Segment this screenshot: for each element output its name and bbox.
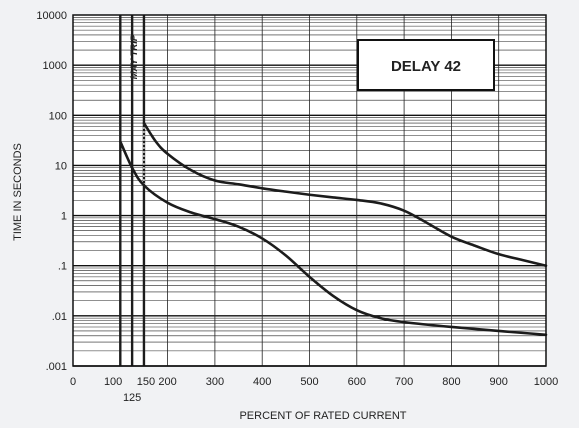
title-box-frame <box>357 39 495 91</box>
y-tick-label: 1000 <box>43 60 67 72</box>
y-tick-label: .01 <box>52 311 67 323</box>
y-axis-label: TIME IN SECONDS <box>12 143 24 241</box>
curve-maximum <box>142 121 548 268</box>
x-tick-label: 800 <box>442 376 460 388</box>
may-trip-label: MAY TRIP <box>129 34 140 79</box>
x-tick-label: 300 <box>206 376 224 388</box>
x-tick-label: 100 <box>104 376 122 388</box>
x-tick-label: 700 <box>395 376 413 388</box>
y-tick-label: .001 <box>46 361 67 373</box>
curve-minimum <box>119 140 548 337</box>
x-tick-label: 1000 <box>534 376 558 388</box>
y-tick-label: 10000 <box>36 10 67 22</box>
y-tick-labels: 10000 1000 100 10 1 .1 .01 .001 <box>36 10 67 373</box>
x-axis-label: PERCENT OF RATED CURRENT <box>239 410 406 422</box>
x-tick-label: 900 <box>490 376 508 388</box>
y-tick-label: .1 <box>58 261 67 273</box>
x-tick-label: 0 <box>70 376 76 388</box>
grid <box>72 15 547 367</box>
x-tick-label: 600 <box>348 376 366 388</box>
x-tick-label: 500 <box>300 376 318 388</box>
trip-boundaries <box>119 15 146 366</box>
x-tick-label: 200 <box>158 376 176 388</box>
x-tick-label: 400 <box>253 376 271 388</box>
curves <box>119 121 548 337</box>
y-tick-label: 10 <box>55 160 67 172</box>
title-box: DELAY 42 <box>357 39 495 91</box>
chart-title: DELAY 42 <box>391 58 461 75</box>
y-tick-label: 1 <box>61 211 67 223</box>
x-tick-labels: 0 100 150 200 300 400 500 600 700 800 900 1000 125 <box>70 376 558 404</box>
x-tick-label: 150 <box>137 376 155 388</box>
plot-frame <box>72 14 547 367</box>
y-tick-label: 100 <box>49 110 67 122</box>
x-tick-label-secondary: 125 <box>123 392 141 404</box>
